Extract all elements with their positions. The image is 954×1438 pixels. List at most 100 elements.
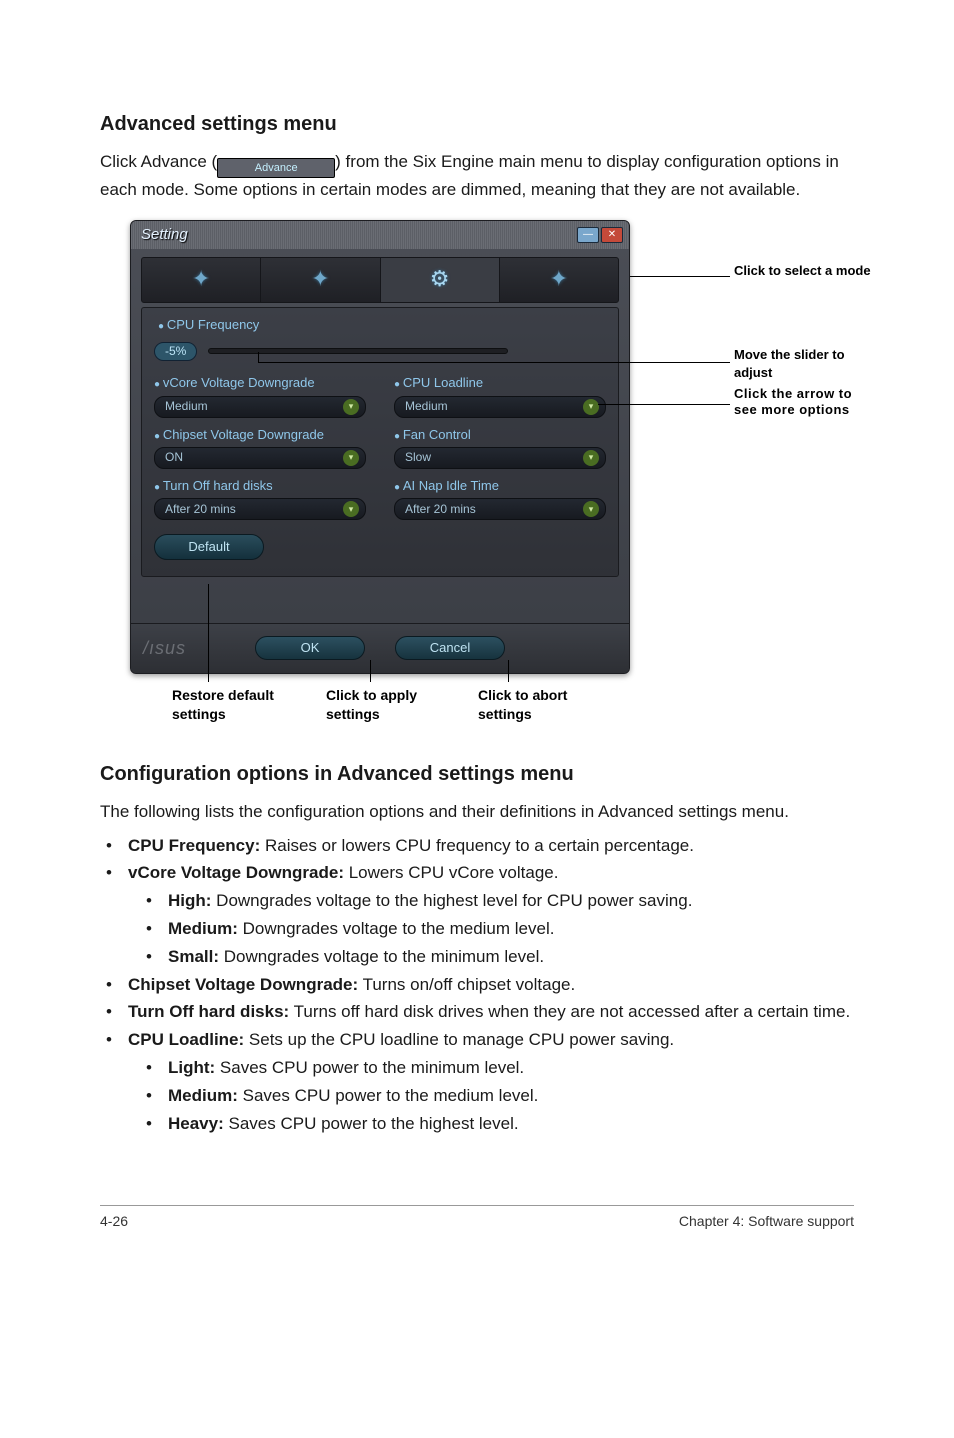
close-button[interactable]: ✕ xyxy=(601,227,623,243)
option-bold: CPU Loadline: xyxy=(128,1030,244,1049)
chevron-down-icon: ▾ xyxy=(343,450,359,466)
vcore-value: Medium xyxy=(165,398,208,415)
window-footer: /ısus OK Cancel xyxy=(131,623,629,673)
option-item: CPU Frequency: Raises or lowers CPU freq… xyxy=(128,834,854,858)
setting-window: Setting — ✕ ✦ ✦ ⚙ ✦ CPU Frequency -5% vC… xyxy=(130,220,630,674)
cpu-frequency-slider[interactable] xyxy=(208,348,508,354)
asus-logo: /ısus xyxy=(143,636,186,661)
option-rest: Saves CPU power to the medium level. xyxy=(238,1086,538,1105)
advance-button-image: Advance xyxy=(217,158,335,178)
fan-value: Slow xyxy=(405,449,431,466)
turnoff-combo[interactable]: After 20 mins ▾ xyxy=(154,498,366,520)
option-subitem: Light: Saves CPU power to the minimum le… xyxy=(168,1056,854,1080)
option-item: CPU Loadline: Sets up the CPU loadline t… xyxy=(128,1028,854,1135)
mode-tab-2[interactable]: ✦ xyxy=(261,258,380,302)
chapter-label: Chapter 4: Software support xyxy=(679,1212,854,1232)
option-bold: Light: xyxy=(168,1058,215,1077)
loadline-field: CPU Loadline Medium ▾ xyxy=(394,374,606,417)
turnoff-label: Turn Off hard disks xyxy=(154,477,366,495)
option-item: Chipset Voltage Downgrade: Turns on/off … xyxy=(128,973,854,997)
mode-tabs: ✦ ✦ ⚙ ✦ xyxy=(141,257,619,303)
window-title: Setting xyxy=(137,224,188,245)
loadline-value: Medium xyxy=(405,398,448,415)
caption-apply: Click to apply settings xyxy=(326,686,466,725)
chevron-down-icon: ▾ xyxy=(583,450,599,466)
option-subitem: Heavy: Saves CPU power to the highest le… xyxy=(168,1112,854,1136)
chipset-value: ON xyxy=(165,449,183,466)
ainap-value: After 20 mins xyxy=(405,501,476,518)
option-rest: Sets up the CPU loadline to manage CPU p… xyxy=(244,1030,674,1049)
chevron-down-icon: ▾ xyxy=(583,501,599,517)
cpu-frequency-slider-row: -5% xyxy=(154,340,606,362)
option-bold: vCore Voltage Downgrade: xyxy=(128,863,344,882)
option-subitem: High: Downgrades voltage to the highest … xyxy=(168,889,854,913)
option-rest: Saves CPU power to the highest level. xyxy=(224,1114,519,1133)
mode-tab-3[interactable]: ⚙ xyxy=(381,258,500,302)
option-rest: Downgrades voltage to the highest level … xyxy=(211,891,692,910)
loadline-label: CPU Loadline xyxy=(394,374,606,392)
ok-button[interactable]: OK xyxy=(255,636,365,660)
annotation-select-mode: Click to select a mode xyxy=(734,262,874,280)
fan-label: Fan Control xyxy=(394,426,606,444)
cpu-frequency-value: -5% xyxy=(154,342,197,361)
ainap-label: AI Nap Idle Time xyxy=(394,477,606,495)
minimize-button[interactable]: — xyxy=(577,227,599,243)
chipset-label: Chipset Voltage Downgrade xyxy=(154,426,366,444)
annotation-click-arrow: Click the arrow to see more options xyxy=(734,386,874,419)
annotation-move-slider: Move the slider to adjust xyxy=(734,346,874,382)
chipset-field: Chipset Voltage Downgrade ON ▾ xyxy=(154,426,366,469)
option-item: vCore Voltage Downgrade: Lowers CPU vCor… xyxy=(128,861,854,968)
options-grid: vCore Voltage Downgrade Medium ▾ CPU Loa… xyxy=(154,374,606,520)
leader-line xyxy=(598,404,730,405)
leader-line xyxy=(258,352,259,362)
option-bold: Chipset Voltage Downgrade: xyxy=(128,975,358,994)
page-number: 4-26 xyxy=(100,1212,128,1232)
option-subitem: Medium: Saves CPU power to the medium le… xyxy=(168,1084,854,1108)
ainap-combo[interactable]: After 20 mins ▾ xyxy=(394,498,606,520)
loadline-combo[interactable]: Medium ▾ xyxy=(394,396,606,418)
option-bold: Medium: xyxy=(168,919,238,938)
option-item: Turn Off hard disks: Turns off hard disk… xyxy=(128,1000,854,1024)
vcore-combo[interactable]: Medium ▾ xyxy=(154,396,366,418)
mode-tab-1[interactable]: ✦ xyxy=(142,258,261,302)
leader-line xyxy=(508,660,509,682)
vcore-label: vCore Voltage Downgrade xyxy=(154,374,366,392)
leader-line xyxy=(208,584,209,682)
option-bold: Medium: xyxy=(168,1086,238,1105)
window-controls: — ✕ xyxy=(577,227,623,243)
titlebar: Setting — ✕ xyxy=(131,221,629,249)
chevron-down-icon: ▾ xyxy=(583,399,599,415)
option-rest: Raises or lowers CPU frequency to a cert… xyxy=(260,836,694,855)
caption-abort: Click to abort settings xyxy=(478,686,618,725)
default-button[interactable]: Default xyxy=(154,534,264,560)
fan-combo[interactable]: Slow ▾ xyxy=(394,447,606,469)
option-bold: CPU Frequency: xyxy=(128,836,260,855)
cpu-frequency-label: CPU Frequency xyxy=(158,316,606,334)
option-subitem: Medium: Downgrades voltage to the medium… xyxy=(168,917,854,941)
heading-config-options: Configuration options in Advanced settin… xyxy=(100,760,854,788)
leader-line xyxy=(258,362,730,363)
page-footer: 4-26 Chapter 4: Software support xyxy=(100,1205,854,1232)
turnoff-value: After 20 mins xyxy=(165,501,236,518)
option-rest: Downgrades voltage to the minimum level. xyxy=(219,947,544,966)
config-intro: The following lists the configuration op… xyxy=(100,800,854,824)
mode-icon-2: ✦ xyxy=(311,264,329,295)
caption-restore-default: Restore default settings xyxy=(172,686,322,725)
mode-tab-4[interactable]: ✦ xyxy=(500,258,618,302)
leader-line xyxy=(630,276,730,277)
mode-icon-1: ✦ xyxy=(192,264,210,295)
options-list: CPU Frequency: Raises or lowers CPU freq… xyxy=(100,834,854,1136)
option-rest: Turns on/off chipset voltage. xyxy=(358,975,575,994)
option-sublist: High: Downgrades voltage to the highest … xyxy=(128,889,854,968)
chevron-down-icon: ▾ xyxy=(343,501,359,517)
settings-panel: CPU Frequency -5% vCore Voltage Downgrad… xyxy=(141,307,619,577)
option-bold: High: xyxy=(168,891,211,910)
settings-screenshot-figure: Setting — ✕ ✦ ✦ ⚙ ✦ CPU Frequency -5% vC… xyxy=(130,220,884,730)
option-subitem: Small: Downgrades voltage to the minimum… xyxy=(168,945,854,969)
chevron-down-icon: ▾ xyxy=(343,399,359,415)
mode-icon-4: ✦ xyxy=(550,264,568,295)
mode-icon-3: ⚙ xyxy=(430,264,450,295)
cancel-button[interactable]: Cancel xyxy=(395,636,505,660)
intro-pre: Click Advance ( xyxy=(100,152,217,171)
chipset-combo[interactable]: ON ▾ xyxy=(154,447,366,469)
